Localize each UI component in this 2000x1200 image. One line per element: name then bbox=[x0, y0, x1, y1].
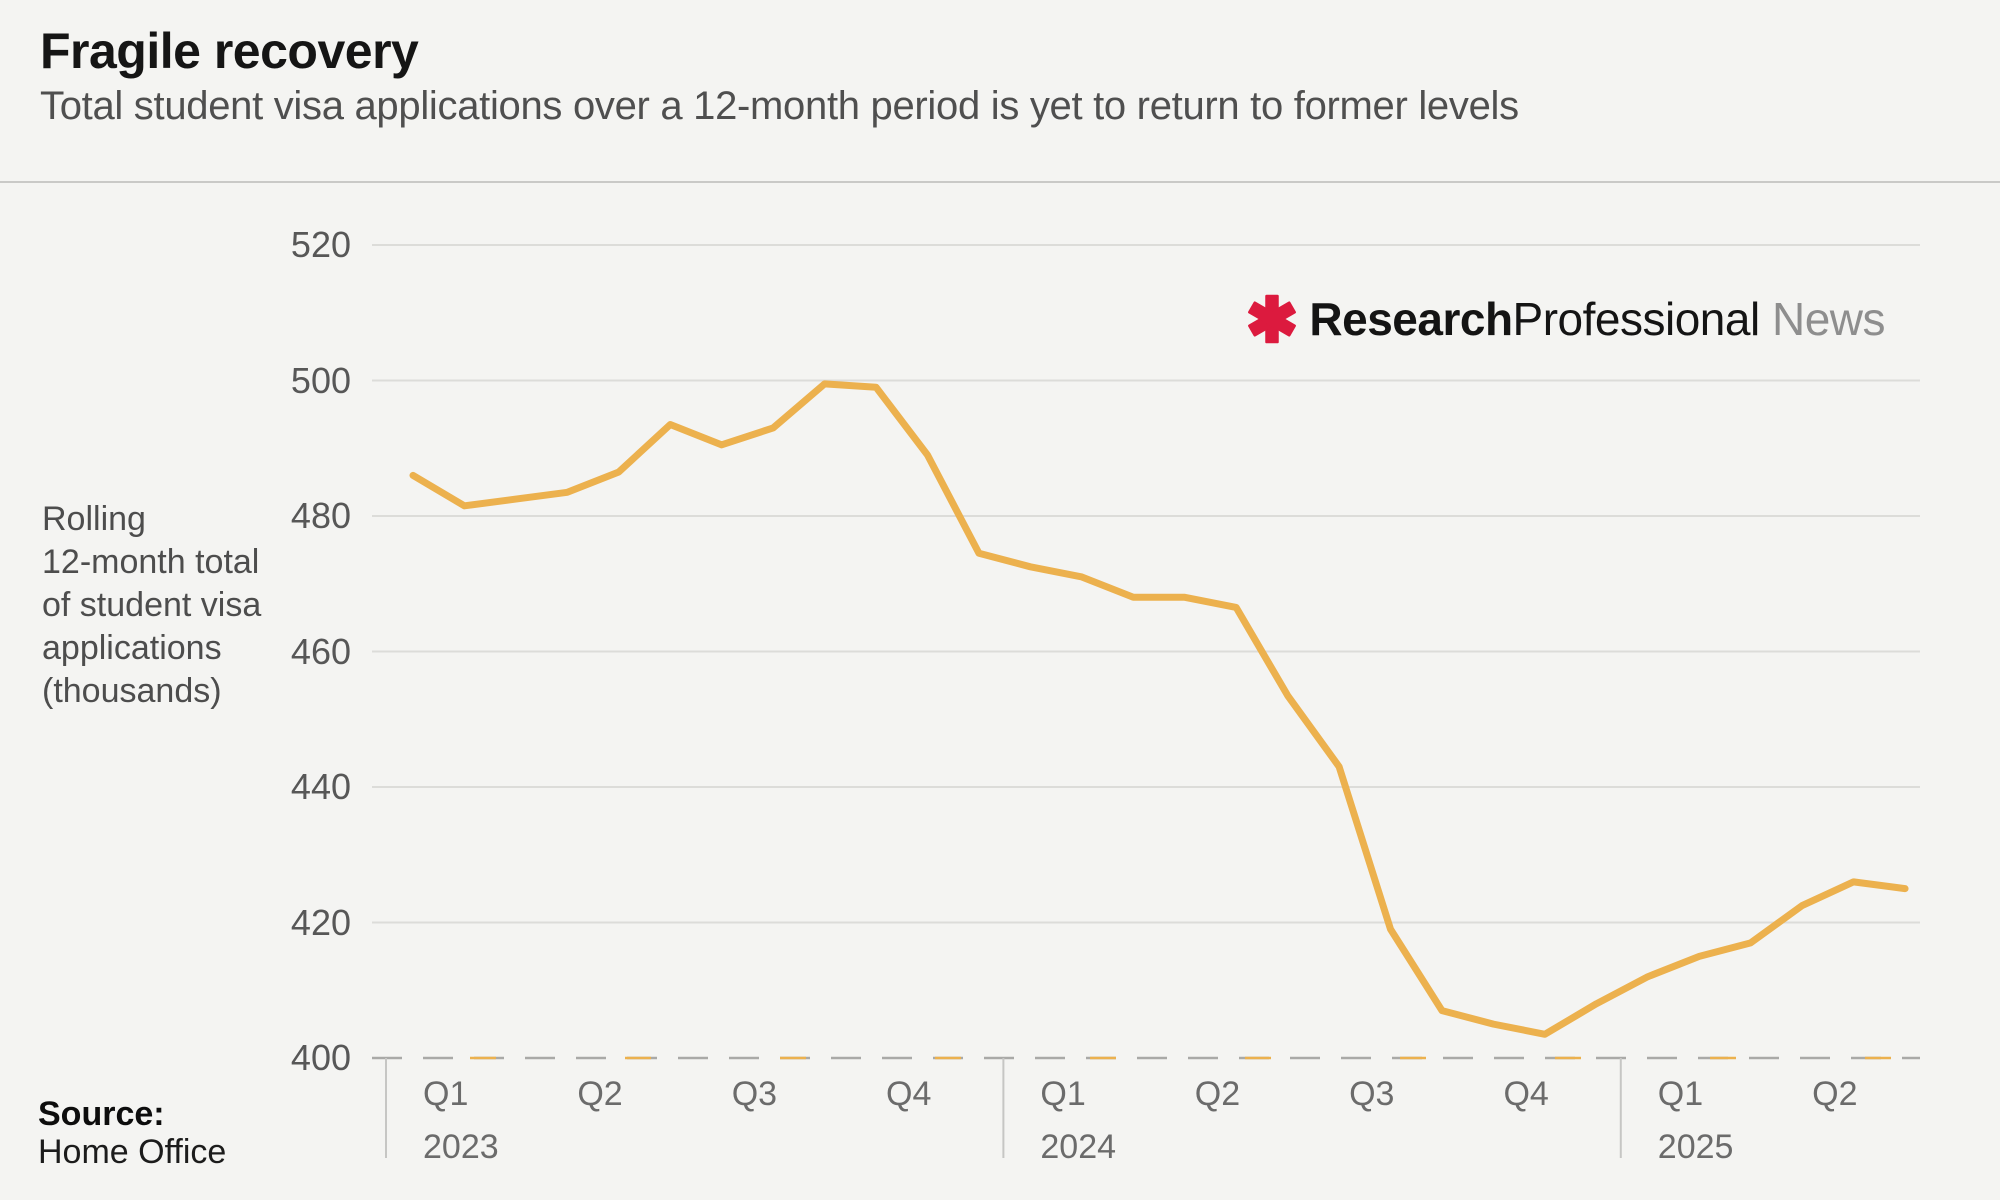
logo-word-news: News bbox=[1771, 293, 1886, 345]
y-axis-tick-label: 520 bbox=[290, 224, 351, 265]
y-axis-tick-label: 440 bbox=[290, 766, 351, 807]
page-title: Fragile recovery bbox=[40, 23, 419, 79]
source-value: Home Office bbox=[38, 1133, 227, 1171]
x-axis-year-label: 2025 bbox=[1657, 1128, 1734, 1166]
y-axis-tick-label: 500 bbox=[290, 359, 351, 401]
x-axis-quarter-label: Q1 bbox=[1657, 1075, 1704, 1113]
x-axis-quarter-label: Q3 bbox=[1349, 1075, 1395, 1113]
x-axis-quarter-label: Q1 bbox=[1040, 1075, 1086, 1113]
data-line bbox=[409, 380, 1909, 1038]
source-note: Source: Home Office bbox=[38, 1096, 226, 1170]
x-axis-year-label: 2023 bbox=[423, 1128, 499, 1166]
y-axis-tick-label: 400 bbox=[290, 1037, 351, 1078]
y-axis-tick-label: 480 bbox=[290, 495, 351, 536]
y-axis-tick-label: 460 bbox=[290, 630, 351, 672]
x-axis-quarter-label: Q2 bbox=[1812, 1075, 1858, 1113]
x-axis-quarter-label: Q4 bbox=[1503, 1075, 1549, 1113]
logo-word-research: Research bbox=[1309, 293, 1513, 345]
page-subtitle: Total student visa applications over a 1… bbox=[40, 84, 1519, 128]
x-axis-year-label: 2024 bbox=[1040, 1128, 1117, 1166]
y-axis-title: Rolling 12-month total of student visa a… bbox=[42, 500, 262, 710]
source-label: Source: bbox=[38, 1095, 165, 1133]
x-axis-quarter-label: Q4 bbox=[886, 1075, 932, 1113]
x-axis-quarter-label: Q3 bbox=[731, 1075, 778, 1113]
x-axis-quarter-label: Q2 bbox=[577, 1075, 623, 1113]
x-axis-quarter-label: Q1 bbox=[423, 1075, 469, 1113]
y-axis-tick-label: 420 bbox=[290, 901, 351, 943]
x-axis-quarter-label: Q2 bbox=[1194, 1075, 1241, 1113]
header-divider bbox=[0, 181, 2000, 183]
logo-word-professional: Professional bbox=[1512, 293, 1761, 345]
asterisk-icon bbox=[1248, 294, 1297, 344]
brand-logo: Research Professional News bbox=[1245, 288, 1886, 350]
